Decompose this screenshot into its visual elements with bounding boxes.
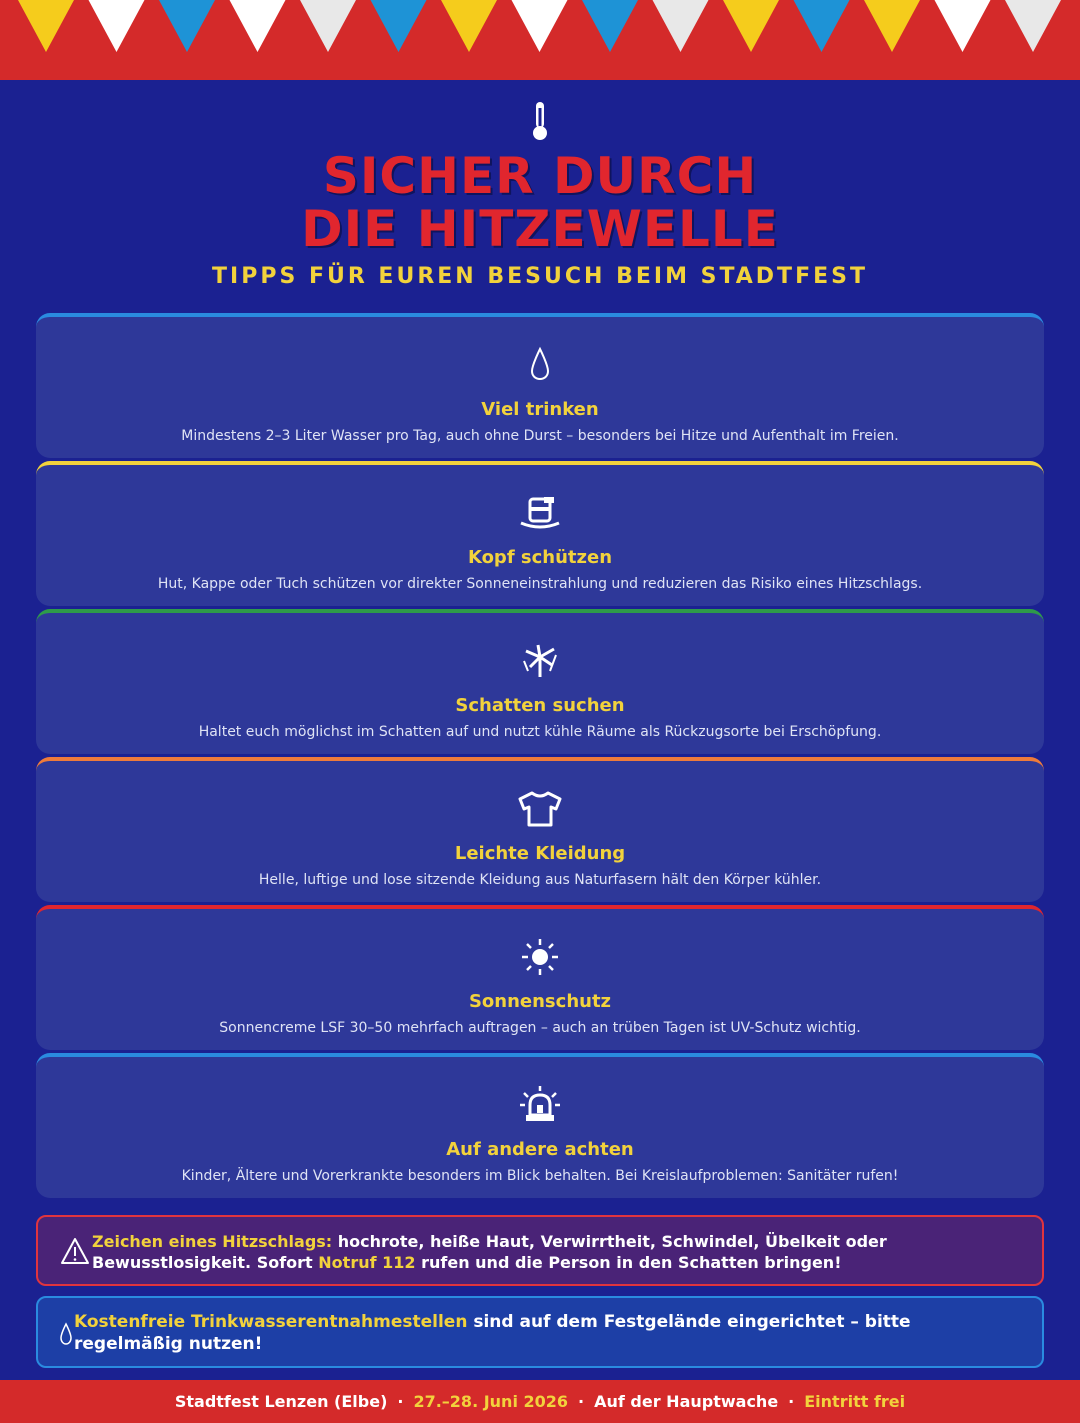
tip-title: Kopf schützen (467, 547, 613, 568)
water-info-lead: Kostenfreie Trinkwasserentnahmestellen (74, 1312, 468, 1332)
page-title: SICHER DURCH DIE HITZEWELLE (0, 150, 1080, 256)
tip-card-others: Auf andere achten Kinder, Ältere und Vor… (36, 1053, 1044, 1198)
siren-icon (520, 1086, 560, 1121)
tshirt-icon (518, 791, 562, 827)
bunting-flag (229, 0, 286, 52)
bunting-flag (370, 0, 427, 52)
bunting-flag (511, 0, 568, 52)
title-line-2: DIE HITZEWELLE (301, 200, 779, 258)
tip-title: Sonnenschutz (468, 991, 612, 1012)
tip-card-shade: Schatten suchen Haltet euch möglichst im… (36, 609, 1044, 754)
footer-location: Auf der Hauptwache (594, 1392, 779, 1411)
tip-description: Haltet euch möglichst im Schatten auf un… (198, 724, 882, 740)
bunting-flag (18, 0, 74, 52)
footer: Stadtfest Lenzen (Elbe) · 27.–28. Juni 202… (0, 1380, 1080, 1423)
tip-description: Hut, Kappe oder Tuch schützen vor direkt… (157, 576, 923, 592)
heatstroke-warning: Zeichen eines Hitzschlags: hochrote, hei… (36, 1215, 1044, 1286)
warning-lead: Zeichen eines Hitzschlags: (92, 1232, 333, 1251)
tip-card-clothing: Leichte Kleidung Helle, luftige und lose… (36, 757, 1044, 902)
footer-separator: · (397, 1392, 404, 1411)
water-info-text: Kostenfreie Trinkwasserentnahmestellen s… (74, 1312, 911, 1354)
tip-title: Viel trinken (481, 399, 599, 420)
bunting-flag (159, 0, 215, 52)
bunting-flag (864, 0, 920, 52)
tip-description: Mindestens 2–3 Liter Wasser pro Tag, auc… (181, 428, 899, 444)
bunting-flag (1005, 0, 1061, 52)
tip-card-sunscreen: Sonnenschutz Sonnencreme LSF 30–50 mehrf… (36, 905, 1044, 1050)
tips-list: Viel trinken Mindestens 2–3 Liter Wasser… (36, 313, 1044, 1201)
footer-separator: · (788, 1392, 795, 1411)
warning-text: Zeichen eines Hitzschlags: hochrote, hei… (92, 1232, 887, 1272)
droplet-icon (60, 1322, 72, 1345)
hero: SICHER DURCH DIE HITZEWELLE TIPPS FÜR EU… (0, 100, 1080, 289)
tip-title: Auf andere achten (446, 1139, 634, 1160)
footer-separator: · (578, 1392, 585, 1411)
bunting-banner (0, 0, 1080, 80)
tip-title: Schatten suchen (455, 695, 625, 716)
page-subtitle: TIPPS FÜR EUREN BESUCH BEIM STADTFEST (212, 264, 868, 289)
sun-icon (522, 939, 558, 975)
title-line-1: SICHER DURCH (322, 147, 758, 205)
bunting-flag (300, 0, 356, 52)
tip-card-drink: Viel trinken Mindestens 2–3 Liter Wasser… (36, 313, 1044, 458)
tip-description: Sonnencreme LSF 30–50 mehrfach auftragen… (219, 1020, 861, 1036)
bunting-flag (793, 0, 850, 52)
footer-date: 27.–28. Juni 2026 (413, 1392, 569, 1411)
tip-description: Helle, luftige und lose sitzende Kleidun… (258, 872, 822, 888)
hat-icon (520, 497, 560, 529)
footer-admission: Eintritt frei (804, 1392, 906, 1411)
warning-icon (61, 1238, 89, 1264)
bunting-flag (441, 0, 497, 52)
tip-description: Kinder, Ältere und Vorerkrankte besonder… (181, 1168, 899, 1184)
thermometer-icon (533, 102, 547, 140)
bunting-flag (652, 0, 709, 52)
droplet-icon (530, 346, 550, 381)
palm-tree-icon (523, 644, 557, 677)
bunting-flag (723, 0, 779, 52)
bunting-flags (18, 0, 1061, 52)
water-info: Kostenfreie Trinkwasserentnahmestellen s… (36, 1296, 1044, 1368)
bunting-flag (934, 0, 991, 52)
tip-title: Leichte Kleidung (454, 843, 626, 864)
bunting-flag (582, 0, 638, 52)
bunting-flag (88, 0, 145, 52)
footer-event: Stadtfest Lenzen (Elbe) (174, 1392, 388, 1411)
tip-card-head: Kopf schützen Hut, Kappe oder Tuch schüt… (36, 461, 1044, 606)
emergency-number: Notruf 112 (318, 1253, 416, 1272)
